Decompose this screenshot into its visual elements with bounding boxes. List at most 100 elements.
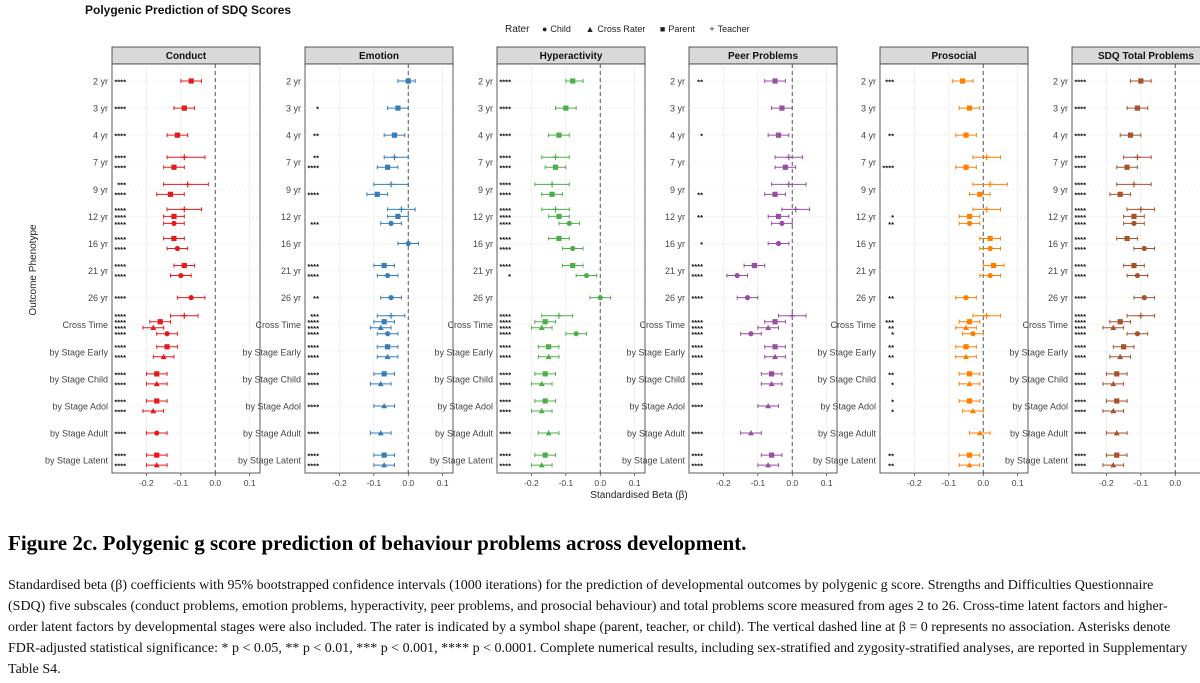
triangle-icon: ▲: [585, 24, 595, 34]
data-point-parent: [772, 191, 778, 197]
data-point-cross-rater: [1117, 353, 1124, 360]
significance-stars: ****: [1074, 294, 1086, 303]
data-point-parent: [556, 132, 562, 138]
significance-stars: ****: [691, 343, 703, 352]
significance-stars: ****: [114, 235, 126, 244]
significance-stars: ****: [499, 104, 511, 113]
significance-stars: ****: [307, 402, 319, 411]
significance-stars: **: [888, 220, 894, 229]
significance-stars: ****: [1074, 330, 1086, 339]
y-tick-label: 12 yr: [88, 212, 108, 222]
data-point-parent: [1117, 191, 1123, 197]
data-point-parent: [977, 191, 983, 197]
significance-stars: ****: [499, 154, 511, 163]
data-point-teacher: [792, 206, 799, 213]
significance-stars: ****: [114, 77, 126, 86]
significance-stars: ****: [499, 318, 511, 327]
data-point-child: [583, 272, 590, 279]
significance-stars: *: [891, 397, 894, 406]
data-point-parent: [552, 164, 559, 170]
significance-stars: ***: [885, 318, 894, 327]
y-tick-label: by Stage Adol: [1012, 401, 1068, 411]
y-tick-label: by Stage Child: [242, 374, 301, 384]
y-tick-label: 9 yr: [286, 185, 301, 195]
data-point-teacher: [552, 206, 559, 213]
y-tick-label: 21 yr: [473, 266, 493, 276]
y-tick-label: 3 yr: [861, 104, 876, 114]
data-point-cross-rater: [1113, 430, 1120, 436]
data-point-parent: [966, 105, 973, 111]
y-tick-label: Cross Time: [639, 320, 685, 330]
y-tick-label: by Stage Early: [242, 347, 301, 357]
legend-label: Cross Rater: [597, 24, 646, 34]
significance-stars: *: [508, 272, 511, 281]
data-point-parent: [963, 132, 969, 138]
legend-item-child: ● Child: [542, 24, 571, 34]
data-point-cross-rater: [160, 353, 167, 360]
data-point-parent: [772, 344, 778, 350]
y-tick-label: 21 yr: [281, 266, 301, 276]
data-point-teacher: [181, 154, 188, 161]
x-tick-label: -0.2: [524, 478, 539, 488]
significance-stars: **: [888, 343, 894, 352]
x-tick-label: -0.2: [907, 478, 922, 488]
significance-stars: ****: [114, 245, 126, 254]
y-tick-label: by Stage Adol: [629, 401, 685, 411]
y-tick-label: 9 yr: [670, 185, 685, 195]
figure-caption-title: Figure 2c. Polygenic g score prediction …: [8, 531, 747, 555]
significance-stars: ****: [114, 154, 126, 163]
significance-stars: ****: [691, 330, 703, 339]
significance-stars: ****: [1074, 397, 1086, 406]
data-point-teacher: [785, 154, 792, 161]
panel-frame-peer-problems: [688, 63, 838, 474]
data-point-child: [570, 245, 576, 252]
data-point-parent: [1134, 105, 1140, 111]
y-tick-label: by Stage Child: [626, 374, 685, 384]
y-tick-label: by Stage Child: [434, 374, 493, 384]
y-tick-label: 21 yr: [856, 266, 876, 276]
significance-stars: ****: [499, 370, 511, 379]
data-point-parent: [1138, 78, 1144, 84]
significance-stars: **: [888, 132, 894, 141]
significance-stars: ****: [499, 191, 511, 200]
data-point-teacher: [181, 312, 188, 319]
x-tick-label: 0.1: [629, 478, 641, 488]
legend: Rater ● Child ▲ Cross Rater ■ Parent + Teach…: [505, 24, 762, 35]
data-point-parent: [171, 164, 177, 170]
significance-stars: ****: [114, 370, 126, 379]
significance-stars: ****: [307, 324, 319, 333]
significance-stars: ****: [1074, 407, 1086, 416]
significance-stars: ****: [307, 370, 319, 379]
significance-stars: ****: [499, 77, 511, 86]
y-tick-label: 12 yr: [1048, 212, 1068, 222]
y-tick-label: 21 yr: [665, 266, 685, 276]
y-tick-label: 2 yr: [93, 77, 108, 87]
data-point-parent: [542, 452, 548, 458]
y-tick-label: by Stage Adol: [52, 401, 108, 411]
significance-stars: ****: [499, 397, 511, 406]
data-point-teacher: [987, 181, 994, 188]
y-tick-label: Cross Time: [830, 320, 876, 330]
data-point-parent: [405, 78, 411, 84]
panel-title-peer-problems: Peer Problems: [728, 51, 798, 62]
significance-stars: ****: [499, 235, 511, 244]
data-point-child: [178, 272, 184, 279]
significance-stars: ****: [307, 262, 319, 271]
data-point-cross-rater: [1110, 462, 1117, 468]
y-tick-label: 7 yr: [670, 158, 685, 168]
significance-stars: **: [888, 353, 894, 362]
y-tick-label: Cross Time: [62, 320, 108, 330]
significance-stars: **: [888, 324, 894, 333]
y-tick-label: by Stage Latent: [1005, 456, 1069, 466]
significance-stars: ****: [499, 213, 511, 222]
y-tick-label: by Stage Adol: [437, 401, 493, 411]
x-tick-label: 0.0: [594, 478, 606, 488]
data-point-child: [385, 331, 391, 337]
significance-stars: ****: [1074, 154, 1086, 163]
data-point-child: [987, 245, 993, 252]
x-tick-label: 0.0: [786, 478, 798, 488]
data-point-parent: [990, 262, 997, 269]
data-point-cross-rater: [384, 353, 391, 360]
data-point-parent: [966, 371, 973, 377]
significance-stars: ****: [499, 452, 511, 461]
